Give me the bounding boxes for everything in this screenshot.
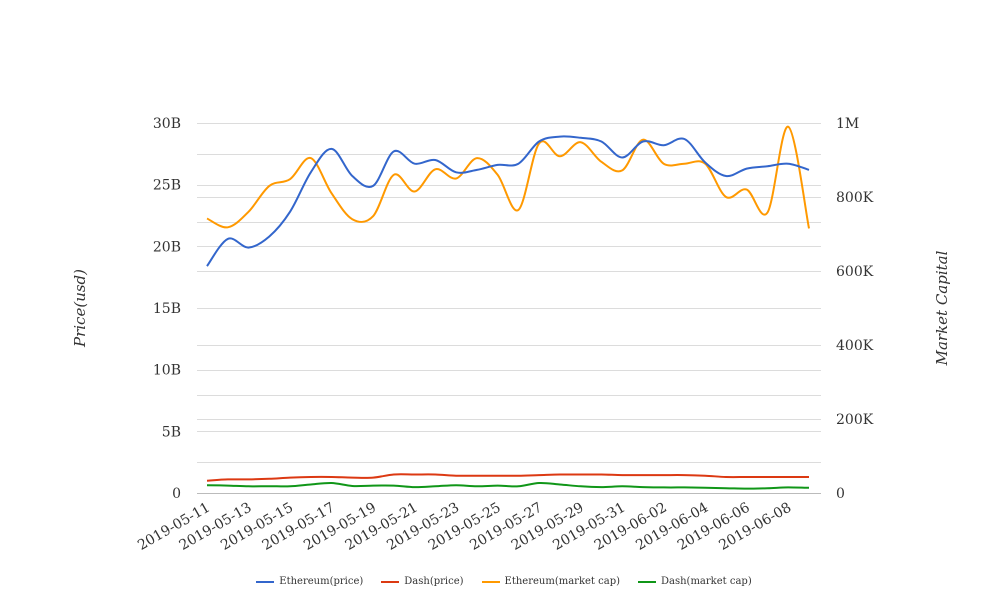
gridlines bbox=[197, 123, 821, 494]
right-tick-label: 800K bbox=[836, 190, 874, 206]
series-line-ethereum-market-cap bbox=[206, 125, 810, 229]
legend-label: Dash(market cap) bbox=[661, 576, 752, 587]
right-tick-label: 200K bbox=[836, 412, 874, 428]
series-line-dash-price bbox=[206, 473, 810, 482]
right-axis-ticks: 0 200K 400K 600K 800K 1M bbox=[836, 116, 874, 502]
left-tick-label: 5B bbox=[162, 424, 181, 440]
legend-swatch bbox=[381, 580, 400, 583]
left-tick-label: 15B bbox=[153, 301, 181, 317]
right-axis-title: Market Capital bbox=[933, 250, 951, 366]
series-lines bbox=[206, 125, 810, 490]
left-axis-title: Price(usd) bbox=[71, 269, 89, 348]
legend-label: Ethereum(price) bbox=[279, 576, 364, 587]
legend-swatch bbox=[638, 580, 656, 583]
left-axis-ticks: 0 5B 10B 15B 20B 25B 30B bbox=[153, 116, 181, 502]
x-axis-ticks: 2019-05-112019-05-132019-05-152019-05-17… bbox=[135, 500, 794, 554]
left-tick-label: 30B bbox=[153, 116, 181, 132]
left-tick-label: 25B bbox=[153, 178, 181, 194]
right-tick-label: 600K bbox=[836, 264, 874, 280]
right-tick-label: 1M bbox=[836, 116, 859, 132]
left-tick-label: 0 bbox=[172, 486, 181, 502]
right-tick-label: 0 bbox=[836, 486, 845, 502]
legend-item-dash-price[interactable]: Dash(price) bbox=[381, 576, 464, 587]
legend-swatch bbox=[256, 580, 275, 583]
legend: Ethereum(price) Dash(price) Ethereum(marke… bbox=[0, 576, 1008, 587]
legend-item-ethereum-market-cap[interactable]: Ethereum(market cap) bbox=[481, 576, 620, 587]
legend-swatch bbox=[481, 580, 500, 583]
legend-label: Dash(price) bbox=[404, 576, 464, 587]
right-tick-label: 400K bbox=[836, 338, 874, 354]
legend-item-ethereum-price[interactable]: Ethereum(price) bbox=[256, 576, 363, 587]
left-tick-label: 20B bbox=[153, 239, 181, 255]
left-tick-label: 10B bbox=[153, 363, 181, 379]
series-line-dash-market-cap bbox=[206, 481, 810, 490]
legend-label: Ethereum(market cap) bbox=[504, 576, 620, 587]
legend-item-dash-market-cap[interactable]: Dash(market cap) bbox=[638, 576, 752, 587]
series-line-ethereum-price bbox=[206, 135, 810, 267]
